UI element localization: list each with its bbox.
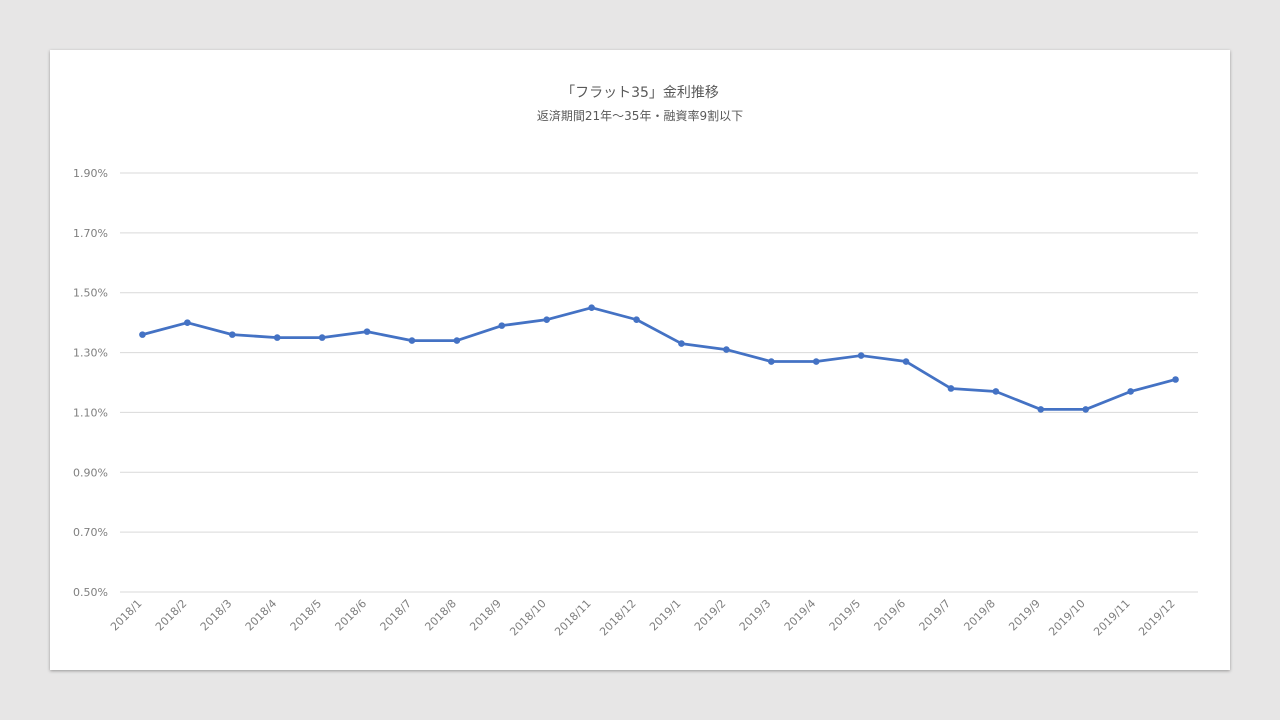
line-chart: 0.50% 0.70% 0.90% 1.10% 1.30% 1.50% 1.70% 1.90%… [73,167,1198,639]
x-tick-label: 2019/6 [872,597,909,634]
x-tick-label: 2018/2 [153,597,190,634]
data-point [453,337,461,344]
data-point [543,316,551,323]
x-tick-label: 2019/9 [1006,597,1043,634]
x-tick-label: 2018/7 [378,597,415,634]
x-tick-label: 2019/10 [1046,597,1088,639]
data-point [498,322,506,329]
x-tick-label: 2019/8 [961,597,998,634]
data-point [363,328,371,335]
x-tick-label: 2019/7 [917,597,954,634]
x-tick-label: 2018/4 [243,597,280,634]
x-tick-label: 2018/5 [288,597,325,634]
x-tick-label: 2018/8 [422,597,459,634]
x-tick-label: 2019/11 [1091,597,1133,639]
x-tick-label: 2018/1 [108,597,145,634]
data-point [228,331,236,338]
y-tick-label: 1.70% [73,227,108,240]
y-tick-label: 0.70% [73,526,108,539]
y-tick-label: 1.10% [73,406,108,419]
x-tick-label: 2018/10 [507,597,549,639]
data-point [273,334,281,341]
series-line [142,306,1176,411]
x-tick-label: 2018/9 [467,597,504,634]
data-point [812,358,820,365]
x-tick-label: 2018/3 [198,597,235,634]
data-point [1172,376,1179,383]
x-axis-ticks: 2018/1 2018/2 2018/3 2018/4 2018/5 2018/6 2018… [108,597,1178,639]
data-point [139,331,146,338]
data-point [633,316,640,323]
y-tick-label: 0.90% [73,466,108,479]
data-point [902,358,910,365]
data-point [1037,406,1045,413]
data-point [318,334,326,341]
data-point [947,385,955,392]
data-point [678,340,685,347]
chart-title: 「フラット35」金利推移 [561,85,719,101]
data-point [1082,406,1090,413]
data-point [992,388,1000,395]
data-point [408,337,416,344]
y-tick-label: 0.50% [73,586,108,599]
data-point [184,319,191,326]
y-tick-label: 1.50% [73,287,108,300]
x-tick-label: 2018/11 [552,597,594,639]
data-point [1127,388,1134,395]
gridlines [120,172,1198,593]
x-tick-label: 2019/2 [692,597,729,634]
data-point [857,352,865,359]
y-axis-ticks: 0.50% 0.70% 0.90% 1.10% 1.30% 1.50% 1.70% 1.90% [73,167,108,599]
x-tick-label: 2019/5 [827,597,864,634]
x-tick-label: 2019/12 [1136,597,1178,639]
data-point [588,304,595,311]
x-tick-label: 2018/6 [333,597,370,634]
data-point [723,346,730,353]
chart-card: 「フラット35」金利推移 返済期間21年～35年・融資率9割以下 0.50% 0.… [50,50,1230,670]
x-tick-label: 2018/12 [597,597,639,639]
x-tick-label: 2019/1 [647,597,684,634]
y-tick-label: 1.90% [73,167,108,180]
y-tick-label: 1.30% [73,347,108,360]
series-group [139,304,1179,413]
chart-subtitle: 返済期間21年～35年・融資率9割以下 [536,109,744,123]
x-tick-label: 2019/4 [782,597,819,634]
x-tick-label: 2019/3 [737,597,774,634]
data-point [767,358,775,365]
